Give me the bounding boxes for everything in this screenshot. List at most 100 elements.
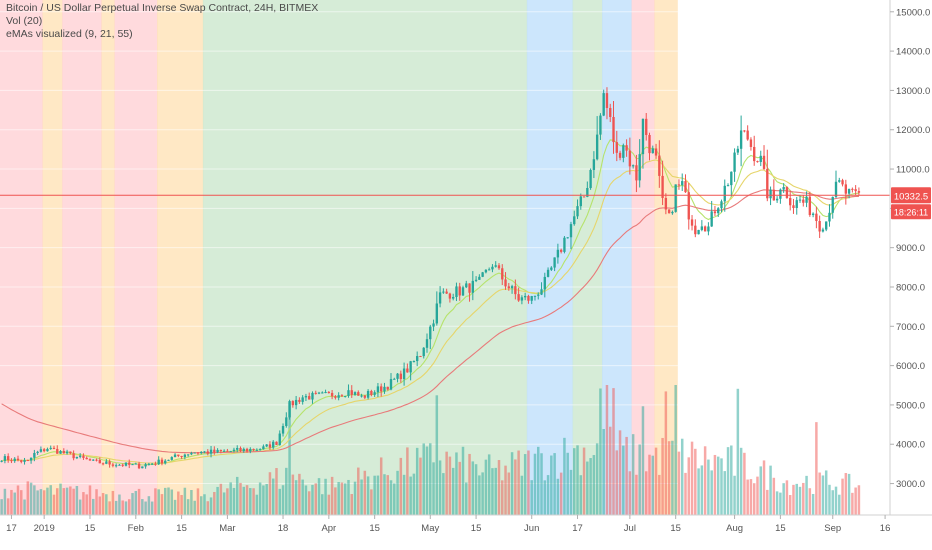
candle-body [582, 196, 586, 198]
candle [281, 423, 285, 437]
candle-body [373, 392, 376, 395]
volume-bar [265, 484, 268, 515]
bg-zone-orange [654, 0, 678, 515]
candle [798, 195, 802, 203]
volume-bar [52, 494, 56, 515]
candle-body [612, 116, 615, 143]
candle [609, 103, 612, 123]
y-tick-label: 9000.0 [896, 243, 925, 254]
candle [687, 183, 690, 230]
candle-body [409, 361, 412, 373]
volume-bar [209, 497, 213, 515]
candle-body [648, 134, 651, 154]
candle-body [710, 211, 713, 227]
candle [828, 204, 831, 227]
candle-body [311, 392, 314, 400]
volume-bar [321, 494, 324, 515]
volume-bar [694, 448, 697, 515]
countdown-text: 18:26:11 [894, 207, 928, 217]
candle-body [766, 168, 769, 199]
candle [501, 264, 504, 286]
candle [487, 267, 491, 271]
candle-body [360, 395, 363, 397]
volume-bar [805, 475, 808, 515]
candle-body [376, 386, 380, 393]
candle-body [507, 286, 510, 289]
candle [628, 137, 632, 175]
volume-bar [65, 487, 69, 515]
x-tick-label: Feb [128, 523, 144, 534]
candle [226, 448, 229, 452]
candle [792, 198, 795, 214]
candle-body [3, 456, 7, 461]
candle [389, 373, 393, 391]
candle-body [775, 198, 779, 201]
x-tick-label: Aug [726, 523, 743, 534]
candle [29, 457, 33, 464]
candle [625, 139, 628, 157]
volume-bar [419, 457, 422, 515]
x-tick-label: 15 [176, 523, 187, 534]
candle-body [448, 293, 452, 299]
volume-bar [114, 500, 118, 515]
volume-bar [563, 437, 566, 515]
volume-bar [69, 486, 72, 515]
volume-bar [317, 478, 321, 515]
volume-bar [671, 440, 674, 515]
volume-bar [170, 489, 174, 515]
volume-bar [75, 485, 79, 515]
candle-body [854, 189, 857, 192]
volume-bar [33, 485, 36, 515]
volume-bar [23, 499, 26, 515]
candle [703, 225, 707, 232]
candle-body [366, 390, 370, 398]
candle-body [586, 187, 589, 197]
candle [667, 209, 671, 214]
candle-body [213, 449, 216, 453]
candle-body [635, 165, 638, 181]
candle [622, 143, 625, 163]
candle-body [85, 457, 88, 460]
candle [654, 143, 658, 159]
x-tick-label: 17 [6, 523, 17, 534]
volume-bar [445, 451, 448, 515]
candle [186, 454, 190, 457]
candle [39, 446, 43, 453]
candle-body [268, 444, 272, 448]
candle [337, 392, 340, 401]
candle [579, 193, 582, 210]
candle [311, 391, 314, 404]
volume-bar [262, 485, 265, 515]
volume-bar [648, 454, 651, 515]
candle-body [144, 464, 147, 467]
volume-bar [216, 486, 219, 515]
candle-body [667, 209, 671, 214]
candle [573, 210, 576, 226]
candle [854, 185, 857, 195]
volume-bar [307, 491, 311, 515]
volume-indicator-label: Vol (20) [6, 15, 43, 27]
candle-body [514, 286, 517, 295]
candle-body [229, 451, 232, 453]
candle-body [677, 184, 681, 186]
candle-body [622, 145, 625, 158]
symbol-title: Bitcoin / US Dollar Perpetual Inverse Sw… [6, 2, 319, 14]
bg-zone-red [114, 0, 158, 515]
candle [399, 370, 403, 383]
volume-bar [723, 471, 727, 515]
volume-bar [20, 490, 23, 515]
candle-body [792, 205, 795, 209]
candle-body [501, 268, 504, 280]
volume-bar [543, 480, 547, 515]
volume-bar [831, 490, 834, 515]
candle [72, 450, 75, 461]
candle [327, 390, 331, 394]
volume-bar [756, 476, 759, 515]
candle [340, 394, 344, 397]
chart-legend: Bitcoin / US Dollar Perpetual Inverse Sw… [6, 2, 318, 41]
candle-body [69, 451, 72, 454]
candle [268, 441, 272, 450]
candle [553, 257, 556, 272]
ema-indicator-label: eMAs visualized (9, 21, 55) [6, 28, 133, 40]
